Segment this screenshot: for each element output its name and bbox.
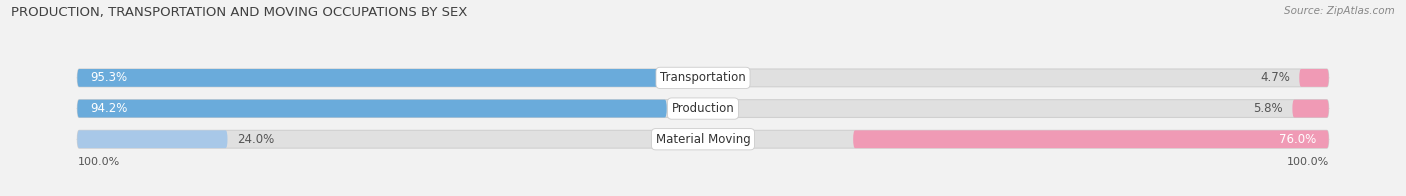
FancyBboxPatch shape bbox=[1292, 100, 1329, 117]
FancyBboxPatch shape bbox=[77, 69, 673, 87]
Text: 94.2%: 94.2% bbox=[90, 102, 127, 115]
FancyBboxPatch shape bbox=[1299, 69, 1329, 87]
FancyBboxPatch shape bbox=[853, 130, 1329, 148]
FancyBboxPatch shape bbox=[77, 130, 1329, 148]
FancyBboxPatch shape bbox=[77, 130, 228, 148]
Text: 4.7%: 4.7% bbox=[1260, 71, 1289, 84]
Text: 24.0%: 24.0% bbox=[236, 133, 274, 146]
Text: PRODUCTION, TRANSPORTATION AND MOVING OCCUPATIONS BY SEX: PRODUCTION, TRANSPORTATION AND MOVING OC… bbox=[11, 6, 468, 19]
Text: Source: ZipAtlas.com: Source: ZipAtlas.com bbox=[1284, 6, 1395, 16]
FancyBboxPatch shape bbox=[77, 100, 1329, 117]
Text: Production: Production bbox=[672, 102, 734, 115]
Text: 95.3%: 95.3% bbox=[90, 71, 127, 84]
Text: Transportation: Transportation bbox=[661, 71, 745, 84]
Text: 5.8%: 5.8% bbox=[1253, 102, 1284, 115]
Text: 100.0%: 100.0% bbox=[77, 157, 120, 167]
Text: Material Moving: Material Moving bbox=[655, 133, 751, 146]
Text: 100.0%: 100.0% bbox=[1286, 157, 1329, 167]
FancyBboxPatch shape bbox=[77, 69, 1329, 87]
FancyBboxPatch shape bbox=[77, 100, 666, 117]
Text: 76.0%: 76.0% bbox=[1279, 133, 1316, 146]
